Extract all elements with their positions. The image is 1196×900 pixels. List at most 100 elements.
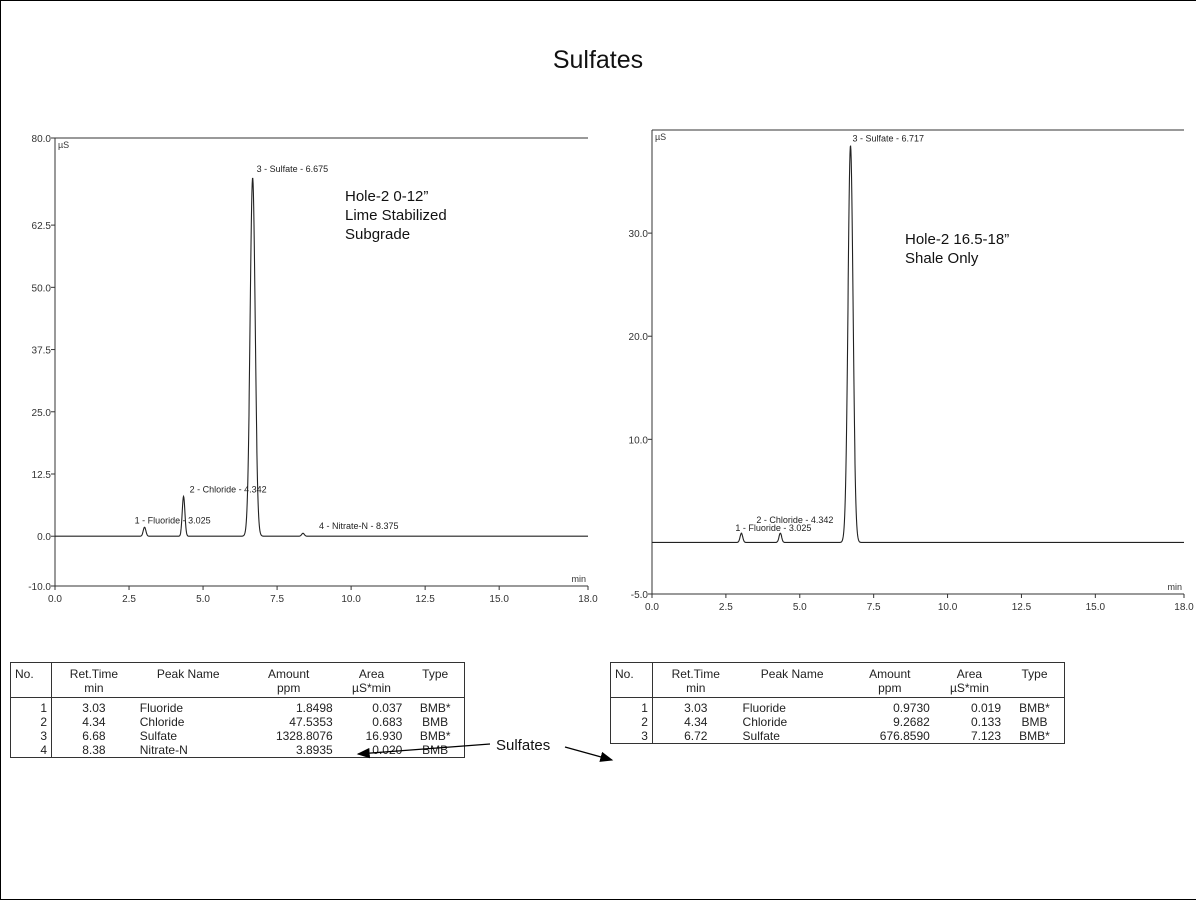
col-header: Amount xyxy=(869,667,911,681)
x-tick-label: 0.0 xyxy=(48,594,62,605)
table-cell: Chloride xyxy=(139,715,185,729)
col-subheader xyxy=(135,681,241,698)
table-cell: 3 xyxy=(10,729,53,743)
x-tick-label: 7.5 xyxy=(867,602,881,613)
x-unit-label: min xyxy=(1167,582,1182,592)
table-cell: 676.8590 xyxy=(879,729,930,743)
col-header: Ret.Time xyxy=(671,667,720,681)
x-tick-label: 5.0 xyxy=(793,602,807,613)
col-subheader: µS*min xyxy=(933,681,1006,698)
x-tick-label: 18.0 xyxy=(578,594,598,605)
col-subheader: min xyxy=(51,681,136,698)
x-tick-label: 10.0 xyxy=(938,602,958,613)
y-tick-label: 30.0 xyxy=(629,229,649,240)
table-cell: 2 xyxy=(610,715,653,729)
table-cell: 7.123 xyxy=(970,729,1002,743)
right-sample-annotation: Hole-2 16.5-18” Shale Only xyxy=(905,230,1009,268)
annotation-line: Lime Stabilized xyxy=(345,207,447,224)
y-tick-label: 25.0 xyxy=(32,408,52,419)
col-header: Peak Name xyxy=(760,667,824,681)
table-cell: BMB* xyxy=(1019,701,1050,715)
table-row: 3 6.68 Sulfate 1328.8076 16.930 BMB* xyxy=(10,729,465,743)
right-chromatogram: 30.0 20.0 10.0 -5.00.0 2.5 5.0 7.5 10.0 12.5 15.0… xyxy=(629,129,1194,613)
table-cell: 0.037 xyxy=(372,701,403,715)
annotation-line: Hole-2 0-12” xyxy=(345,188,429,205)
table-cell: 3 xyxy=(610,729,653,744)
table-cell: 0.020 xyxy=(372,743,403,757)
table-cell: 47.5353 xyxy=(289,715,333,729)
table-row: 1 3.03 Fluoride 1.8498 0.037 BMB* xyxy=(10,697,465,715)
table-cell: 0.683 xyxy=(372,715,403,729)
col-subheader: ppm xyxy=(845,681,934,698)
col-header: No. xyxy=(10,662,53,681)
annotation-line: Subgrade xyxy=(345,226,411,243)
col-header: Type xyxy=(422,667,449,681)
table-cell: Nitrate-N xyxy=(139,743,188,757)
table-cell: Fluoride xyxy=(139,701,184,715)
table-cell: 0.9730 xyxy=(893,701,930,715)
table-cell: 6.72 xyxy=(684,729,708,743)
table-cell: BMB* xyxy=(419,729,451,743)
y-tick-label: 12.5 xyxy=(32,470,52,481)
annotation-line: Hole-2 16.5-18” xyxy=(905,231,1010,248)
sulfates-callout-label: Sulfates xyxy=(494,737,553,754)
peak-label: 1 - Fluoride - 3.025 xyxy=(135,515,211,525)
peak-label: 2 - Chloride - 4.342 xyxy=(190,484,267,494)
col-subheader xyxy=(738,681,846,698)
y-tick-label: -10.0 xyxy=(28,582,51,593)
table-row: 2 4.34 Chloride 47.5353 0.683 BMB xyxy=(10,715,465,729)
table-cell: 3.03 xyxy=(82,701,106,715)
x-tick-label: 5.0 xyxy=(196,594,210,605)
table-cell: BMB xyxy=(1021,715,1048,729)
y-tick-label: 80.0 xyxy=(32,134,52,145)
table-cell: 3.8935 xyxy=(295,743,333,757)
y-tick-label: 50.0 xyxy=(32,283,52,294)
y-tick-label: 0.0 xyxy=(37,532,51,543)
left-chromatogram: 80.062.550.037.525.012.50.0-10.00.0 2.5 5.… xyxy=(28,134,598,605)
table-cell: 6.68 xyxy=(82,729,106,743)
table-cell: 1 xyxy=(10,697,53,715)
col-header: Peak Name xyxy=(156,667,220,681)
col-header: Area xyxy=(358,667,385,681)
table-cell: 3.03 xyxy=(684,701,708,715)
y-unit-label: µS xyxy=(58,140,69,150)
chromatogram-trace xyxy=(652,145,1184,543)
table-cell: BMB* xyxy=(419,701,451,715)
table-cell: BMB xyxy=(422,743,449,757)
table-cell: 0.019 xyxy=(970,701,1002,715)
table-row: 2 4.34 Chloride 9.2682 0.133 BMB xyxy=(610,715,1065,729)
table-cell: Chloride xyxy=(742,715,788,729)
col-subheader xyxy=(610,681,653,698)
col-subheader: µS*min xyxy=(336,681,407,698)
col-subheader xyxy=(406,681,465,698)
y-unit-label: µS xyxy=(655,132,666,142)
table-cell: 9.2682 xyxy=(893,715,930,729)
table-cell: 2 xyxy=(10,715,53,729)
table-cell: 1 xyxy=(610,697,653,715)
table-cell: 0.133 xyxy=(970,715,1002,729)
y-tick-label: -5.0 xyxy=(631,590,649,601)
y-tick-label: 62.5 xyxy=(32,221,52,232)
x-tick-label: 10.0 xyxy=(341,594,361,605)
annotation-line: Shale Only xyxy=(905,250,979,267)
y-tick-label: 20.0 xyxy=(629,332,649,343)
col-subheader: ppm xyxy=(240,681,337,698)
left-sample-annotation: Hole-2 0-12” Lime Stabilized Subgrade xyxy=(345,187,447,244)
slide-title: Sulfates xyxy=(552,46,644,74)
table-row: 1 3.03 Fluoride 0.9730 0.019 BMB* xyxy=(610,697,1065,715)
y-tick-label: 37.5 xyxy=(32,346,52,357)
col-header: Amount xyxy=(267,667,310,681)
peak-label: 4 - Nitrate-N - 8.375 xyxy=(319,521,399,531)
peak-label: 1 - Fluoride - 3.025 xyxy=(735,523,811,533)
col-header: Type xyxy=(1021,667,1048,681)
chromatogram-trace xyxy=(55,177,588,537)
col-header: Ret.Time xyxy=(69,667,119,681)
table-cell: BMB xyxy=(422,715,449,729)
x-tick-label: 7.5 xyxy=(270,594,284,605)
table-cell: Fluoride xyxy=(742,701,786,715)
peak-label: 3 - Sulfate - 6.717 xyxy=(853,133,925,143)
table-cell: BMB* xyxy=(1019,729,1050,743)
x-tick-label: 15.0 xyxy=(1086,602,1106,613)
table-cell: 4.34 xyxy=(82,715,106,729)
x-tick-label: 2.5 xyxy=(719,602,733,613)
